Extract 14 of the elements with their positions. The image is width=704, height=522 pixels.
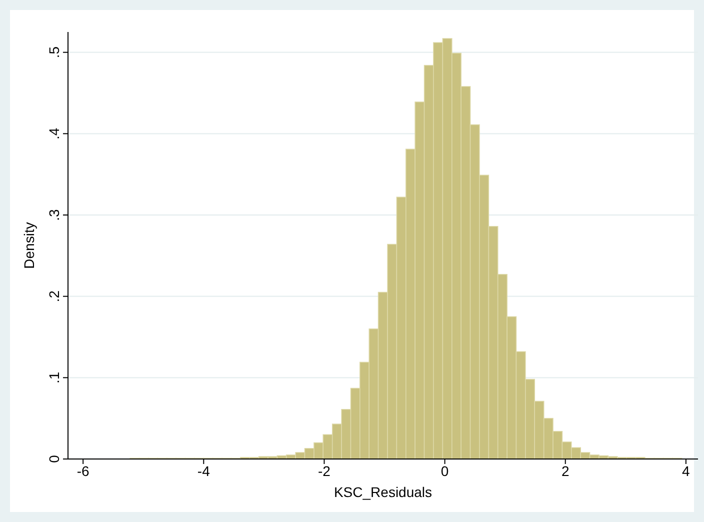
- y-axis-title: Density: [20, 222, 37, 269]
- y-tick-label: .4: [46, 128, 62, 140]
- y-tick-label: .1: [46, 372, 62, 384]
- x-tick-label: 2: [561, 462, 570, 479]
- x-tick-label: 4: [682, 462, 690, 479]
- x-tick-label: -2: [318, 462, 331, 479]
- y-tick-label: 0: [46, 454, 62, 463]
- y-tick-label: .2: [46, 290, 62, 302]
- y-tick-label: .3: [46, 208, 62, 221]
- x-tick-label: -4: [197, 462, 210, 479]
- x-tick-label: -6: [76, 462, 90, 479]
- x-axis-title: KSC_Residuals: [334, 484, 432, 500]
- y-tick-label: .5: [46, 46, 62, 58]
- x-tick-label: 0: [440, 462, 449, 479]
